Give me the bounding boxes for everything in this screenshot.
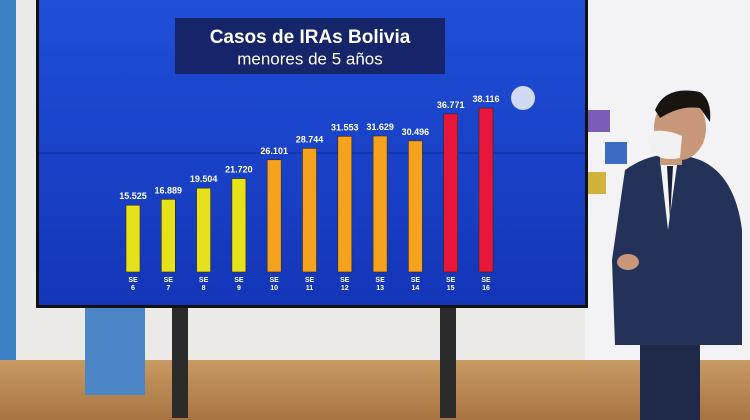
mask — [648, 130, 682, 159]
backdrop-tile — [588, 110, 610, 132]
bar — [337, 136, 353, 273]
value-label: 36.771 — [437, 100, 465, 110]
glare — [511, 86, 535, 110]
stand-leg — [172, 300, 188, 418]
side-box — [85, 300, 145, 395]
bar — [478, 107, 494, 273]
hand — [617, 254, 639, 270]
bar — [125, 204, 141, 273]
tie — [667, 166, 673, 220]
value-label: 15.525 — [119, 191, 147, 201]
bar — [231, 178, 247, 273]
value-label: 31.553 — [331, 122, 359, 132]
hair — [655, 90, 711, 122]
x-tick-label: SE 16 — [481, 277, 491, 292]
suit — [612, 154, 742, 345]
bar — [372, 135, 388, 273]
presenter — [612, 90, 742, 420]
bar — [408, 140, 423, 273]
chart-title: Casos de IRAs Bolivia — [210, 27, 411, 48]
value-label: 30.496 — [402, 127, 430, 137]
x-tick-label: SE 13 — [375, 277, 385, 292]
chart-subtitle: menores de 5 años — [237, 49, 383, 68]
value-label: 26.101 — [260, 146, 288, 156]
x-tick-label: SE 6 — [128, 277, 138, 292]
value-label: 38.116 — [472, 94, 499, 104]
x-tick-label: SE 14 — [410, 277, 421, 292]
backdrop-tile — [605, 142, 627, 164]
bar — [196, 187, 211, 273]
backdrop-tile — [588, 172, 606, 194]
title-box — [175, 18, 445, 74]
bar — [266, 159, 282, 273]
value-label: 21.720 — [225, 165, 253, 175]
x-tick-label: SE 10 — [269, 277, 279, 292]
left-panel — [0, 0, 16, 420]
x-tick-label: SE 8 — [198, 277, 209, 292]
value-label: 28.744 — [296, 134, 324, 144]
x-tick-label: SE 11 — [304, 277, 315, 292]
x-tick-label: SE 12 — [340, 277, 350, 292]
bar — [302, 148, 317, 273]
x-tick-label: SE 7 — [163, 277, 173, 292]
value-label: 19.504 — [190, 174, 218, 184]
bar — [161, 199, 176, 273]
value-label: 16.889 — [155, 185, 183, 195]
stand-leg — [440, 300, 456, 418]
x-tick-label: SE 9 — [234, 277, 244, 292]
x-tick-label: SE 15 — [446, 277, 456, 292]
value-label: 31.629 — [366, 122, 394, 132]
bar — [443, 113, 459, 273]
